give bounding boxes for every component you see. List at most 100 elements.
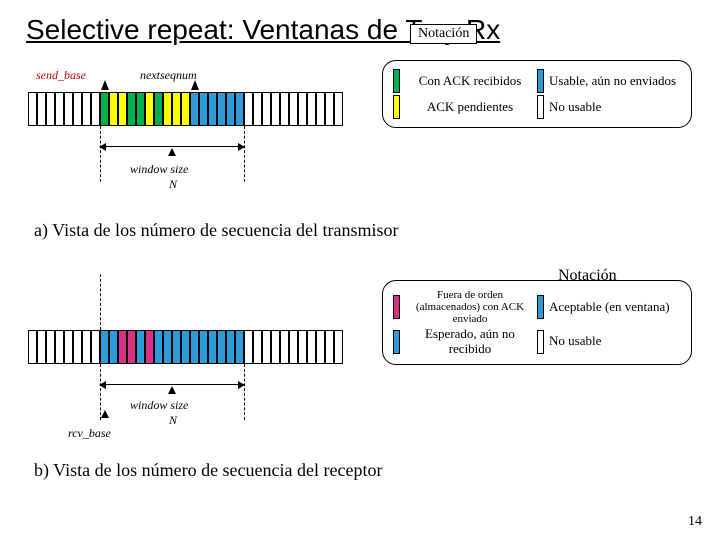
- segment: [73, 330, 82, 364]
- segment: [82, 92, 91, 126]
- segment: [235, 330, 244, 364]
- segment: [82, 330, 91, 364]
- segment: [118, 330, 127, 364]
- dash-rx-right: [244, 364, 245, 420]
- rx-rcvbase-label: rcv_base: [68, 426, 111, 441]
- arrow-rx-winlabel: [168, 386, 176, 394]
- tx-legend-row-2: ACK pendientes No usable: [391, 95, 683, 119]
- segment: [280, 92, 289, 126]
- page-title: Selective repeat: Ventanas de Tx y Rx: [0, 0, 720, 48]
- hspan-tx: [100, 146, 244, 147]
- segment: [190, 330, 199, 364]
- segment: [253, 92, 262, 126]
- dash-tx-left: [100, 126, 101, 182]
- segment: [298, 330, 307, 364]
- segment: [100, 92, 109, 126]
- segment: [172, 92, 181, 126]
- segment: [316, 330, 325, 364]
- rx-diagram: [28, 330, 343, 364]
- arrow-sendbase: [101, 80, 109, 90]
- segment: [199, 330, 208, 364]
- rx-N-label: N: [169, 413, 177, 428]
- swatch-expected: [393, 330, 400, 354]
- segment: [163, 330, 172, 364]
- swatch-usable: [537, 69, 544, 93]
- swatch-ack-recv: [393, 69, 400, 93]
- segment: [190, 92, 199, 126]
- segment: [289, 92, 298, 126]
- segment: [73, 92, 82, 126]
- segment: [91, 330, 100, 364]
- rx-legend-row-2: Esperado, aún no recibido No usable: [391, 327, 683, 356]
- tx-legend-box: Con ACK recibidos Usable, aún no enviado…: [382, 60, 692, 128]
- segment: [46, 92, 55, 126]
- segment: [199, 92, 208, 126]
- segment: [262, 92, 271, 126]
- segment: [253, 330, 262, 364]
- segment: [118, 92, 127, 126]
- tx-diagram: [28, 92, 343, 126]
- legend-not-usable-rx: No usable: [549, 334, 601, 348]
- caption-a: a) Vista de los número de secuencia del …: [34, 220, 398, 241]
- legend-not-usable-tx: No usable: [549, 100, 601, 114]
- dash-rx-top: [100, 274, 101, 330]
- segment: [28, 92, 37, 126]
- tx-nextseqnum-label: nextseqnum: [140, 68, 197, 83]
- tx-sendbase-label: send_base: [36, 68, 86, 83]
- segment: [226, 330, 235, 364]
- segment: [100, 330, 109, 364]
- arrow-tx-winlabel: [168, 148, 176, 156]
- segment: [244, 330, 253, 364]
- tx-windowsize-label: window size: [130, 162, 188, 177]
- legend-acceptable: Aceptable (en ventana): [549, 300, 670, 314]
- legend-usable: Usable, aún no enviados: [549, 74, 676, 88]
- rx-legend-box: Fuera de orden (almacenados) con ACK env…: [382, 280, 692, 365]
- segment: [226, 92, 235, 126]
- segment: [109, 92, 118, 126]
- segment: [127, 92, 136, 126]
- segment: [46, 330, 55, 364]
- segment: [181, 92, 190, 126]
- legend-expected: Esperado, aún no recibido: [405, 327, 535, 356]
- segment: [316, 92, 325, 126]
- segment: [28, 330, 37, 364]
- swatch-not-usable-tx: [537, 95, 544, 119]
- segment: [145, 330, 154, 364]
- segment: [217, 330, 226, 364]
- segment: [235, 92, 244, 126]
- rx-legend-row-1: Fuera de orden (almacenados) con ACK env…: [391, 289, 683, 325]
- segment: [325, 330, 334, 364]
- tx-bar: [28, 92, 343, 126]
- dash-tx-right: [244, 126, 245, 182]
- page-number: 14: [688, 514, 702, 530]
- segment: [334, 92, 343, 126]
- segment: [208, 330, 217, 364]
- swatch-out-of-order: [393, 295, 400, 319]
- segment: [307, 92, 316, 126]
- segment: [298, 92, 307, 126]
- legend-out-of-order: Fuera de orden (almacenados) con ACK env…: [405, 289, 535, 325]
- segment: [136, 92, 145, 126]
- rx-bar: [28, 330, 343, 364]
- segment: [208, 92, 217, 126]
- legend-ack-pend: ACK pendientes: [405, 100, 535, 114]
- segment: [91, 92, 100, 126]
- segment: [244, 92, 253, 126]
- segment: [289, 330, 298, 364]
- segment: [109, 330, 118, 364]
- segment: [280, 330, 289, 364]
- segment: [172, 330, 181, 364]
- segment: [262, 330, 271, 364]
- swatch-ack-pend: [393, 95, 400, 119]
- arrow-rcvbase: [101, 410, 109, 418]
- segment: [37, 330, 46, 364]
- caption-b: b) Vista de los número de secuencia del …: [34, 460, 382, 481]
- tx-N-label: N: [169, 177, 177, 192]
- segment: [55, 92, 64, 126]
- swatch-acceptable: [537, 295, 544, 319]
- segment: [136, 330, 145, 364]
- tx-legend-row-1: Con ACK recibidos Usable, aún no enviado…: [391, 69, 683, 93]
- segment: [154, 330, 163, 364]
- segment: [181, 330, 190, 364]
- segment: [37, 92, 46, 126]
